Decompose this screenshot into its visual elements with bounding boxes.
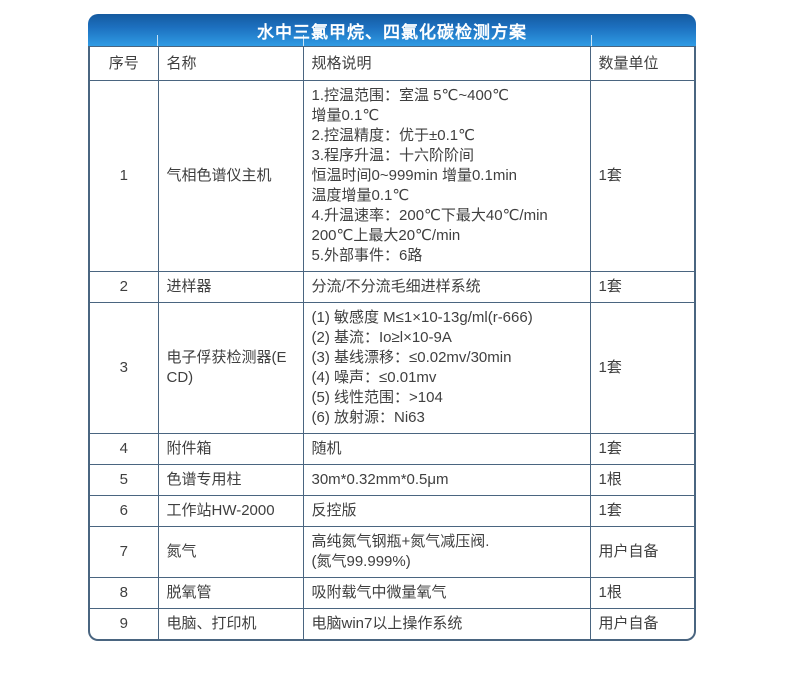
spec-line: (5) 线性范围：>104 xyxy=(311,389,443,406)
item-name-cell: 电脑、打印机 xyxy=(157,608,304,639)
spec-line: 高纯氮气钢瓶+氮气减压阀. xyxy=(311,533,490,550)
column-header-qty: 数量单位 xyxy=(589,47,694,81)
item-name-cell: 进样器 xyxy=(157,271,304,303)
header-row: 序号 名称 规格说明 数量单位 xyxy=(90,47,694,81)
spec-line: 5.外部事件：6路 xyxy=(311,247,423,264)
table-row: 4 附件箱 随机 1套 xyxy=(90,433,694,465)
spec-line: (4) 噪声：≤0.01mv xyxy=(311,369,437,386)
spec-line: 恒温时间0~999min 增量0.1min xyxy=(311,167,518,184)
spec-table: 序号 名称 规格说明 数量单位 1 气相色谱仪主机 1.控温范围：室温 5℃~400… xyxy=(90,47,694,639)
quantity-cell: 1套 xyxy=(589,80,694,272)
row-number-cell: 9 xyxy=(90,608,159,639)
quantity-cell: 用户自备 xyxy=(589,526,694,578)
spec-cell: 随机 xyxy=(302,433,591,465)
item-name-cell: 氮气 xyxy=(157,526,304,578)
spec-cell: 电脑win7以上操作系统 xyxy=(302,608,591,639)
quantity-cell: 1套 xyxy=(589,302,694,434)
column-header-name: 名称 xyxy=(157,47,304,81)
spec-line: 200℃上最大20℃/min xyxy=(311,227,461,244)
table-row: 2 进样器 分流/不分流毛细进样系统 1套 xyxy=(90,271,694,303)
spec-cell: 1.控温范围：室温 5℃~400℃ 增量0.1℃ 2.控温精度：优于±0.1℃ 3.程… xyxy=(302,80,591,272)
spec-line: (氮气99.999%) xyxy=(311,553,411,570)
item-name-cell: 电子俘获检测器(ECD) xyxy=(157,302,304,434)
column-header-no: 序号 xyxy=(90,47,159,81)
row-number-cell: 4 xyxy=(90,433,159,465)
row-number-cell: 2 xyxy=(90,271,159,303)
spec-line: 分流/不分流毛细进样系统 xyxy=(311,278,481,295)
column-header-spec: 规格说明 xyxy=(302,47,591,81)
spec-line: 增量0.1℃ xyxy=(311,107,380,124)
item-name-cell: 气相色谱仪主机 xyxy=(157,80,304,272)
row-number-cell: 6 xyxy=(90,495,159,527)
row-number-cell: 7 xyxy=(90,526,159,578)
spec-line: 随机 xyxy=(311,440,342,457)
quantity-cell: 1套 xyxy=(589,271,694,303)
spec-cell: 分流/不分流毛细进样系统 xyxy=(302,271,591,303)
table-row: 8 脱氧管 吸附载气中微量氧气 1根 xyxy=(90,577,694,609)
spec-line: 30m*0.32mm*0.5μm xyxy=(311,471,449,488)
quantity-cell: 1根 xyxy=(589,577,694,609)
table-row: 1 气相色谱仪主机 1.控温范围：室温 5℃~400℃ 增量0.1℃ 2.控温精度：优于… xyxy=(90,80,694,272)
table-title: 水中三氯甲烷、四氯化碳检测方案 xyxy=(257,22,527,42)
row-number-cell: 1 xyxy=(90,80,159,272)
quantity-cell: 1套 xyxy=(589,433,694,465)
spec-cell: 高纯氮气钢瓶+氮气减压阀. (氮气99.999%) xyxy=(302,526,591,578)
spec-line: 反控版 xyxy=(311,502,357,519)
table-row: 3 电子俘获检测器(ECD) (1) 敏感度 M≤1×10-13g/ml(r-666… xyxy=(90,302,694,434)
table-title-bar: 水中三氯甲烷、四氯化碳检测方案 xyxy=(88,14,696,46)
spec-line: (6) 放射源：Ni63 xyxy=(311,409,425,426)
spec-table-card: 水中三氯甲烷、四氯化碳检测方案 序号 名称 规格说明 数量单位 1 气相色谱仪主机… xyxy=(88,14,696,641)
table-wrap: 序号 名称 规格说明 数量单位 1 气相色谱仪主机 1.控温范围：室温 5℃~400… xyxy=(88,46,696,641)
item-name-cell: 工作站HW-2000 xyxy=(157,495,304,527)
spec-line: 3.程序升温：十六阶阶间 xyxy=(311,147,475,164)
quantity-cell: 用户自备 xyxy=(589,608,694,639)
quantity-cell: 1套 xyxy=(589,495,694,527)
spec-line: 2.控温精度：优于±0.1℃ xyxy=(311,127,475,144)
spec-line: 1.控温范围：室温 5℃~400℃ xyxy=(311,87,510,104)
item-name-cell: 脱氧管 xyxy=(157,577,304,609)
spec-cell: 30m*0.32mm*0.5μm xyxy=(302,464,591,496)
spec-line: (2) 基流：Io≥l×10-9A xyxy=(311,329,452,346)
spec-cell: 吸附载气中微量氧气 xyxy=(302,577,591,609)
spec-line: (1) 敏感度 M≤1×10-13g/ml(r-666) xyxy=(311,309,533,326)
table-row: 6 工作站HW-2000 反控版 1套 xyxy=(90,495,694,527)
table-row: 7 氮气 高纯氮气钢瓶+氮气减压阀. (氮气99.999%) 用户自备 xyxy=(90,526,694,578)
row-number-cell: 5 xyxy=(90,464,159,496)
title-column-divider xyxy=(303,35,304,46)
spec-line: 温度增量0.1℃ xyxy=(311,187,410,204)
table-body: 1 气相色谱仪主机 1.控温范围：室温 5℃~400℃ 增量0.1℃ 2.控温精度：优于… xyxy=(90,80,694,639)
table-row: 9 电脑、打印机 电脑win7以上操作系统 用户自备 xyxy=(90,608,694,639)
spec-line: 4.升温速率：200℃下最大40℃/min xyxy=(311,207,548,224)
spec-cell: 反控版 xyxy=(302,495,591,527)
title-column-divider xyxy=(591,35,592,46)
item-name-cell: 附件箱 xyxy=(157,433,304,465)
row-number-cell: 8 xyxy=(90,577,159,609)
quantity-cell: 1根 xyxy=(589,464,694,496)
spec-cell: (1) 敏感度 M≤1×10-13g/ml(r-666) (2) 基流：Io≥l×… xyxy=(302,302,591,434)
spec-line: (3) 基线漂移：≤0.02mv/30min xyxy=(311,349,512,366)
spec-line: 电脑win7以上操作系统 xyxy=(311,615,463,632)
title-column-divider xyxy=(157,35,158,46)
spec-line: 吸附载气中微量氧气 xyxy=(311,584,447,601)
table-row: 5 色谱专用柱 30m*0.32mm*0.5μm 1根 xyxy=(90,464,694,496)
item-name-cell: 色谱专用柱 xyxy=(157,464,304,496)
row-number-cell: 3 xyxy=(90,302,159,434)
